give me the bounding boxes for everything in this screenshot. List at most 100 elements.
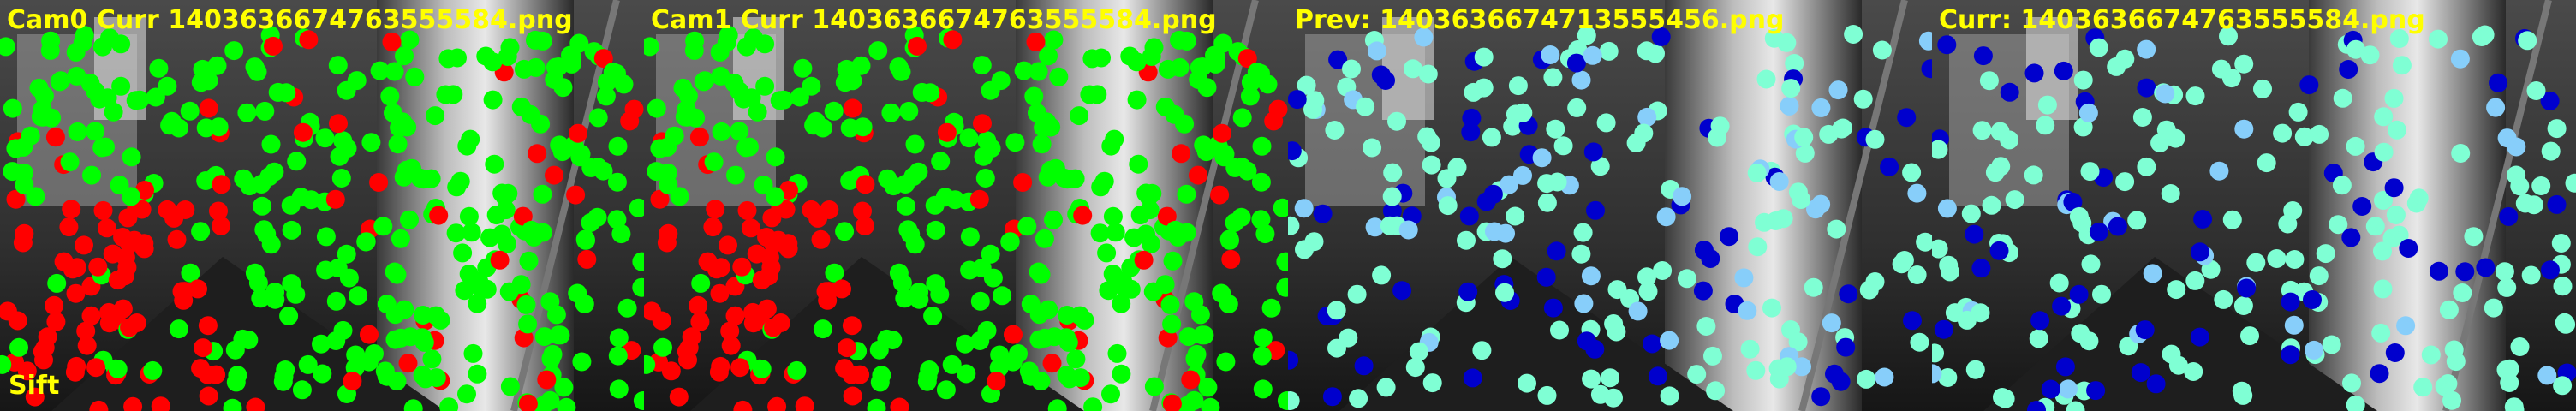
inlier-point [462,223,481,242]
inlier-point [1127,90,1147,110]
track-point [1387,111,1406,131]
inlier-point [480,228,500,247]
outlier-point [206,365,226,384]
track-point [2092,284,2111,304]
outlier-point [38,327,57,347]
track-point [2346,395,2365,411]
inlier-point [1251,172,1271,192]
inlier-point [122,147,141,167]
track-point [1957,310,1977,330]
track-point [1567,98,1587,117]
outlier-point [842,316,862,336]
track-point [2167,280,2186,300]
inlier-point [439,397,459,411]
inlier-point [670,187,689,206]
track-point [1769,172,1789,191]
inlier-point [930,284,950,304]
track-point [2382,229,2402,248]
inlier-point [104,102,123,122]
inlier-point [426,368,446,388]
inlier-point [436,85,456,104]
outlier-point [593,49,613,68]
track-point [2421,345,2441,365]
outlier-point [795,396,814,411]
inlier-point [519,251,539,271]
track-point [1458,282,1478,301]
track-point [1586,200,1605,220]
inlier-point [1219,295,1238,313]
inlier-point [108,360,128,378]
cam0-image [0,0,644,411]
inlier-point [1216,352,1236,372]
inlier-point [251,289,271,308]
track-point [1349,389,1368,408]
inlier-point [111,34,131,54]
track-point [1571,244,1591,264]
track-point [2273,123,2293,143]
inlier-point [755,34,775,54]
outlier-point [293,122,313,142]
track-point [1325,121,1345,140]
inlier-point [1195,325,1214,345]
inlier-point [905,134,925,154]
outlier-point [659,223,678,243]
track-point [2066,401,2085,411]
track-point [1865,272,1885,291]
track-point [1577,26,1596,45]
track-point [1857,369,1876,389]
track-point [2510,337,2530,356]
track-point [2246,253,2266,272]
outlier-point [198,316,218,336]
track-point [2385,343,2405,362]
track-point [1979,71,1999,91]
inlier-point [557,397,576,411]
outlier-point [737,200,757,220]
track-point [1734,268,1754,288]
outlier-point [246,397,265,411]
inlier-point [1189,70,1208,89]
inlier-point [835,222,855,241]
track-point [2451,144,2471,163]
track-point [1844,25,1863,44]
track-point [2486,98,2506,117]
inlier-point [1058,332,1078,352]
inlier-point [647,98,666,118]
outlier-point [689,128,709,147]
inlier-point [468,364,487,384]
track-point [1599,41,1619,61]
track-point [1553,136,1573,156]
outlier-point [838,338,856,358]
outlier-point [620,111,640,131]
inlier-point [730,81,749,101]
track-point [2399,239,2418,258]
track-point [1363,138,1382,158]
track-point [2041,379,2060,399]
inlier-point [463,343,483,363]
inlier-point [730,122,749,141]
track-point [1703,346,1722,366]
inlier-point [191,222,211,241]
inlier-point [533,223,552,242]
inlier-point [892,273,912,293]
inlier-point [704,152,724,172]
outlier-point [176,200,195,219]
inlier-point [1190,305,1210,325]
cam1-image [644,0,1288,411]
inlier-point [881,103,901,122]
inlier-point [377,295,397,314]
outlier-point [850,365,870,384]
track-point [1463,368,1482,388]
inlier-point [1032,134,1052,154]
outlier-point [908,36,927,56]
inlier-point [659,175,678,194]
inlier-point [1005,133,1025,152]
track-point [1971,259,1991,278]
track-point [1932,140,1948,159]
inlier-point [903,167,923,187]
inlier-point [149,58,169,78]
inlier-point [1144,377,1164,396]
inlier-point [373,217,393,236]
inlier-point [313,364,332,384]
inlier-point [596,86,616,106]
outlier-point [706,200,725,219]
